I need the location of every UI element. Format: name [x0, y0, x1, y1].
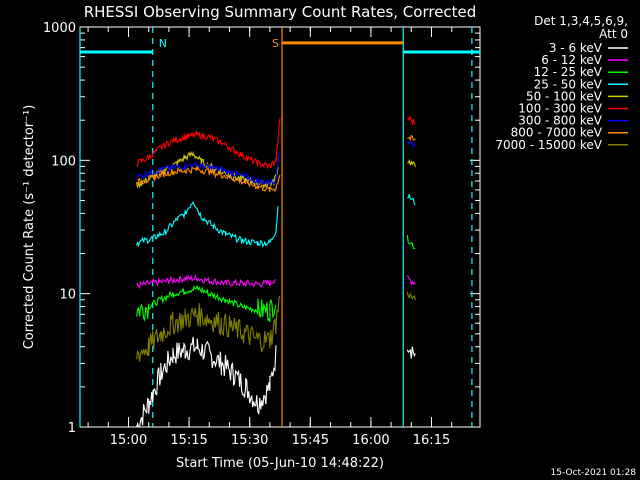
series-line-2: [136, 234, 416, 323]
series-line-8: [136, 291, 416, 362]
legend-label-1: 6 - 12 keV: [541, 53, 603, 67]
y-tick-label: 1000: [43, 21, 76, 36]
y-tick-label: 100: [51, 154, 76, 169]
legend-label-0: 3 - 6 keV: [549, 41, 603, 55]
x-axis-label: Start Time (05-Jun-10 14:48:22): [176, 456, 384, 471]
series-line-3: [136, 193, 416, 248]
legend-label-5: 100 - 300 keV: [518, 102, 602, 116]
legend-label-4: 50 - 100 keV: [526, 89, 603, 103]
legend-label-6: 300 - 800 keV: [518, 114, 602, 128]
plot-frame: [79, 26, 481, 428]
series-line-1: [136, 274, 416, 290]
legend-label-2: 12 - 25 keV: [534, 65, 603, 79]
x-tick-label: 15:45: [292, 433, 329, 448]
x-tick-label: 16:15: [413, 433, 450, 448]
legend-header-line-1: Det 1,3,4,5,6,9,: [534, 14, 628, 28]
legend-header-line-2: Att 0: [599, 27, 628, 41]
x-tick-label: 15:00: [110, 433, 147, 448]
timestamp: 15-Oct-2021 01:28: [551, 468, 637, 478]
legend-label-8: 7000 - 15000 keV: [495, 138, 602, 152]
y-axis-label: Corrected Count Rate (s⁻¹ detector⁻¹): [22, 105, 37, 350]
plot-area: 15:00 15:15 15:30 15:45 16:00 16:15 1 10 100 1000…: [43, 21, 481, 448]
flag-label: N: [159, 37, 167, 50]
series-line-0: [136, 336, 416, 428]
x-tick-label: 15:30: [231, 433, 268, 448]
chart-title: RHESSI Observing Summary Count Rates, Co…: [84, 3, 477, 21]
x-tick-label: 16:00: [352, 433, 389, 448]
y-tick-label: 10: [59, 288, 76, 303]
series-line-7: [136, 134, 416, 193]
y-tick-label: 1: [68, 421, 76, 436]
x-tick-label: 15:15: [170, 433, 207, 448]
series-line-6: [136, 140, 416, 187]
series-line-5: [136, 115, 416, 170]
legend-label-7: 800 - 7000 keV: [511, 126, 603, 140]
flag-label: S: [272, 37, 279, 50]
legend-label-3: 25 - 50 keV: [534, 77, 603, 91]
